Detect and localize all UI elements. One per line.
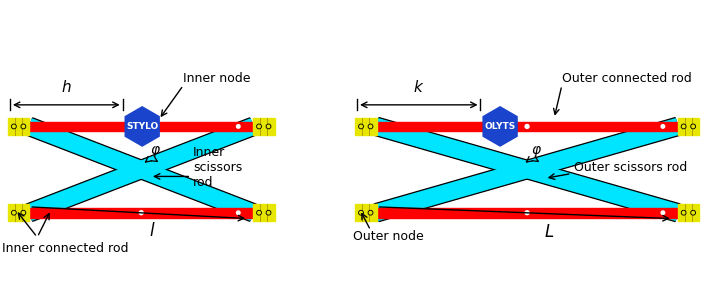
Polygon shape	[374, 118, 680, 221]
Text: Outer node: Outer node	[353, 230, 424, 243]
Circle shape	[692, 211, 694, 214]
Bar	[678, 204, 699, 221]
Text: $\varphi$: $\varphi$	[531, 144, 542, 159]
Bar	[678, 118, 699, 135]
Bar	[253, 204, 275, 221]
Polygon shape	[483, 107, 517, 146]
Bar	[8, 204, 30, 221]
Circle shape	[258, 125, 260, 128]
Circle shape	[368, 210, 373, 215]
Circle shape	[682, 125, 685, 128]
Circle shape	[12, 124, 16, 128]
Polygon shape	[26, 118, 256, 221]
Text: Outer connected rod: Outer connected rod	[562, 72, 691, 85]
Bar	[355, 118, 376, 135]
Circle shape	[360, 211, 362, 214]
Circle shape	[368, 124, 373, 128]
Text: $l$: $l$	[149, 221, 155, 239]
Circle shape	[21, 210, 25, 215]
Circle shape	[12, 211, 15, 214]
Circle shape	[22, 125, 25, 128]
Text: $\varphi$: $\varphi$	[150, 144, 161, 159]
Bar	[8, 118, 30, 135]
Polygon shape	[27, 119, 256, 220]
Bar	[30, 208, 253, 218]
Bar	[355, 204, 376, 221]
Circle shape	[525, 124, 529, 128]
Circle shape	[266, 124, 270, 128]
Bar	[253, 118, 275, 135]
Circle shape	[691, 210, 695, 215]
Circle shape	[681, 124, 686, 128]
Circle shape	[359, 210, 363, 215]
Bar	[376, 122, 678, 131]
Circle shape	[359, 124, 363, 128]
Circle shape	[257, 210, 261, 215]
Text: Inner
scissors
rod: Inner scissors rod	[193, 146, 242, 189]
Circle shape	[691, 124, 695, 128]
Circle shape	[236, 125, 240, 128]
Circle shape	[12, 210, 16, 215]
Circle shape	[258, 211, 260, 214]
Circle shape	[661, 125, 665, 128]
Text: OLYTS: OLYTS	[485, 122, 516, 131]
Circle shape	[266, 210, 270, 215]
Circle shape	[267, 125, 270, 128]
Text: Inner node: Inner node	[183, 72, 251, 85]
Polygon shape	[374, 119, 680, 220]
Circle shape	[661, 211, 665, 215]
Circle shape	[692, 125, 694, 128]
Text: $k$: $k$	[413, 79, 425, 95]
Bar	[30, 122, 253, 131]
Circle shape	[236, 211, 240, 215]
Circle shape	[139, 124, 143, 128]
Circle shape	[21, 124, 25, 128]
Circle shape	[525, 211, 529, 215]
Bar	[376, 208, 678, 218]
Circle shape	[360, 125, 362, 128]
Circle shape	[682, 211, 685, 214]
Polygon shape	[125, 107, 159, 146]
Circle shape	[22, 211, 25, 214]
Text: Outer scissors rod: Outer scissors rod	[574, 161, 687, 174]
Circle shape	[12, 125, 15, 128]
Text: Inner connected rod: Inner connected rod	[2, 242, 128, 255]
Text: $h$: $h$	[61, 79, 71, 95]
Circle shape	[257, 124, 261, 128]
Polygon shape	[374, 119, 680, 220]
Text: $L$: $L$	[544, 223, 554, 241]
Circle shape	[139, 211, 143, 215]
Text: STYLO: STYLO	[126, 122, 159, 131]
Circle shape	[369, 211, 372, 214]
Circle shape	[681, 210, 686, 215]
Polygon shape	[27, 119, 256, 220]
Polygon shape	[374, 118, 680, 221]
Polygon shape	[26, 118, 256, 221]
Circle shape	[267, 211, 270, 214]
Circle shape	[369, 125, 372, 128]
